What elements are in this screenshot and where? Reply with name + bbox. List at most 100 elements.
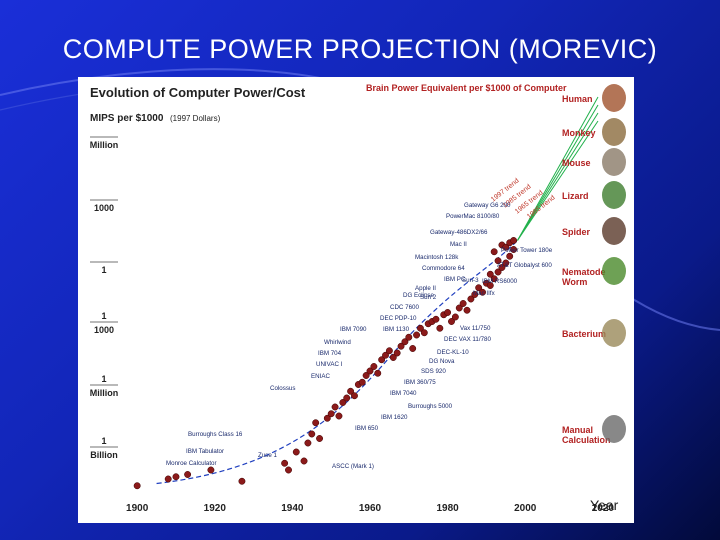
machine-label: Colossus — [270, 385, 295, 392]
data-point — [401, 338, 409, 346]
data-point — [494, 257, 502, 265]
data-point — [494, 268, 502, 276]
y-tick-numerator: 1 — [101, 311, 106, 321]
machine-label: Zuse 1 — [258, 452, 277, 459]
machine-label: CDC 7600 — [390, 304, 419, 311]
data-point — [285, 466, 292, 474]
data-point — [490, 275, 498, 283]
data-point — [366, 367, 374, 375]
data-point — [343, 394, 351, 402]
data-point — [502, 243, 510, 251]
creature-illustration — [602, 415, 626, 443]
y-tick-label: Million — [90, 388, 119, 398]
machine-label: UNIVAC I — [316, 361, 343, 368]
machine-label: DG Nova — [429, 358, 455, 365]
data-point — [420, 329, 428, 337]
machine-label: Burroughs 5000 — [408, 403, 453, 410]
y-tick-label: 1000 — [94, 203, 114, 213]
x-tick-label: 1980 — [436, 503, 459, 514]
data-point — [432, 315, 440, 323]
machine-label: IBM 650 — [355, 425, 379, 432]
x-ticks: 1900 1920 1940 1960 1980 2000 2020 — [126, 503, 614, 514]
x-axis-label: Year — [590, 497, 619, 513]
data-point — [451, 313, 459, 321]
projection-line — [517, 104, 599, 241]
slide-title: COMPUTE POWER PROJECTION (MOREVIC) — [62, 34, 658, 64]
data-point — [448, 318, 455, 325]
data-point — [389, 354, 397, 361]
machine-label: IBM 7090 — [340, 326, 367, 333]
y-tick-numerator: 1 — [101, 374, 106, 384]
chart-panel: Evolution of Computer Power/Cost MIPS pe… — [78, 77, 634, 523]
x-tick-label: 1960 — [359, 503, 382, 514]
y-ticks: Million 1000 1 1 1000 1 Million 1 Billion — [90, 140, 119, 460]
data-point — [463, 306, 471, 314]
machine-label: IBM RS6000 — [482, 278, 518, 285]
data-point — [502, 259, 510, 267]
y-tick-label: Billion — [90, 450, 118, 460]
x-tick-label: 2000 — [514, 503, 537, 514]
data-point — [347, 387, 355, 395]
data-point — [459, 300, 467, 307]
creature-label: Bacterium — [562, 329, 606, 339]
data-point — [382, 351, 389, 359]
machine-label: Sun-3 — [462, 277, 479, 284]
creature-label: Manual — [562, 425, 593, 435]
data-point — [467, 295, 475, 303]
machine-label: ASCC (Mark 1) — [332, 463, 374, 470]
data-point — [331, 403, 339, 411]
data-point — [490, 248, 498, 256]
creature-label: Lizard — [562, 191, 589, 201]
data-point — [479, 288, 486, 296]
machine-label: IBM 360/75 — [404, 379, 436, 386]
creature-label: Calculation — [562, 435, 611, 445]
machine-label: DEC VAX 11/780 — [444, 336, 491, 343]
data-point — [339, 399, 347, 406]
data-point — [393, 349, 401, 357]
machine-label: IBM 1620 — [381, 414, 408, 421]
data-point — [405, 333, 413, 341]
data-points — [133, 237, 518, 490]
x-tick-label: 1900 — [126, 503, 149, 514]
machine-label: Sun 2 — [420, 294, 437, 301]
data-point — [444, 309, 452, 316]
creature-illustration — [602, 257, 626, 285]
x-tick-label: 1920 — [204, 503, 227, 514]
creature-illustration — [602, 319, 626, 347]
data-point — [510, 237, 518, 244]
data-point — [416, 324, 424, 332]
creature-illustration — [602, 181, 626, 209]
creature-label: Spider — [562, 227, 591, 237]
x-tick-label: 2020 — [592, 503, 615, 514]
data-point — [506, 252, 514, 260]
data-point — [436, 324, 444, 332]
machine-label: IBM 704 — [318, 350, 342, 357]
machine-label: Whirlwind — [324, 339, 351, 346]
fit-trend-line — [156, 240, 518, 485]
data-point — [133, 482, 141, 490]
brain-power-title: Brain Power Equivalent per $1000 of Comp… — [366, 83, 567, 93]
machine-label: ENIAC — [311, 373, 330, 380]
data-point — [164, 475, 172, 483]
data-point — [312, 419, 320, 427]
machine-labels: Gateway G6 200 PowerMac 8100/80 Gateway-48… — [166, 202, 553, 470]
projection-line — [517, 112, 599, 241]
data-point — [362, 372, 370, 379]
machine-label: DEC PDP-10 — [380, 315, 417, 322]
data-point — [498, 264, 506, 271]
machine-label: DG Eclipse — [403, 292, 435, 299]
data-point — [300, 457, 308, 465]
data-point — [327, 410, 335, 418]
machine-label: Commodore 64 — [422, 265, 465, 272]
y-tick-numerator: 1 — [101, 436, 106, 446]
creature-label: Worm — [562, 277, 587, 287]
data-point — [292, 448, 300, 456]
y-tick-label: Million — [90, 140, 119, 150]
data-point — [281, 459, 289, 467]
creature-label: Human — [562, 94, 593, 104]
machine-label: Gateway G6 200 — [464, 202, 511, 209]
data-point — [455, 304, 463, 312]
data-point — [335, 412, 343, 420]
machine-label: Gateway-486DX2/66 — [430, 229, 488, 236]
